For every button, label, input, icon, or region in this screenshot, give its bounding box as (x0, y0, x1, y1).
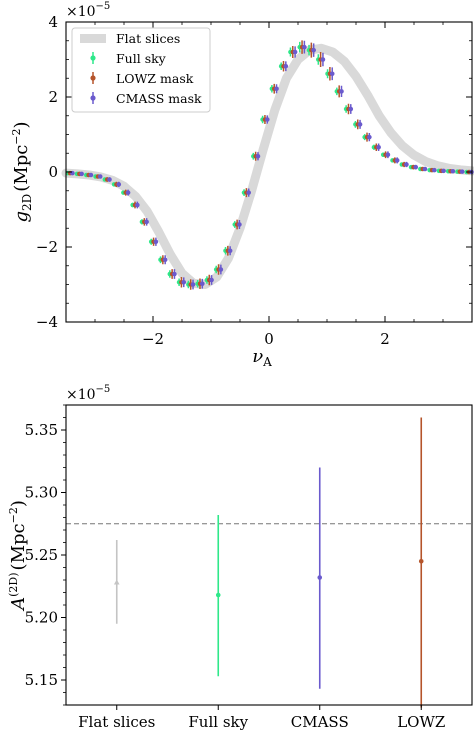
bottom-x-tick-label: LOWZ (397, 713, 445, 731)
legend-marker-lowz (90, 75, 96, 81)
cmass-mask-point (441, 168, 446, 174)
cmass-mask-point (107, 177, 112, 182)
cmass-mask-point (218, 267, 224, 272)
bottom-panel: Flat slices Full sky CMASS LOWZ 5.15 5.20 5.25… (7, 384, 473, 731)
bottom-y-tick-label: 5.30 (25, 484, 58, 502)
point-flat-slices (113, 540, 120, 624)
cmass-marker (317, 575, 323, 580)
bottom-plot-area (66, 405, 472, 705)
top-multiplier: ×10−5 (66, 1, 110, 20)
cmass-mask-point (339, 89, 344, 94)
flat-slices-band (61, 43, 474, 289)
legend-marker-full-sky (90, 55, 96, 61)
point-full-sky (215, 515, 221, 677)
top-y-tick-label: 0 (48, 163, 58, 181)
cmass-mask-point (329, 71, 335, 77)
series-cmass-mask (70, 40, 474, 290)
cmass-mask-point (311, 47, 316, 53)
cmass-mask-point (255, 153, 261, 159)
top-y-tick-label: −4 (36, 313, 58, 331)
cmass-mask-point (79, 171, 84, 177)
top-y-tick-label: 4 (48, 13, 58, 31)
bottom-x-tick-label: Full sky (188, 713, 248, 731)
bottom-y-tick-label: 5.15 (25, 671, 58, 689)
cmass-mask-point (302, 44, 307, 50)
top-axis-ticks: −2 0 2 −4 −2 0 2 4 (36, 13, 473, 348)
bottom-x-tick-label: CMASS (291, 713, 349, 731)
cmass-mask-point (283, 63, 289, 69)
bottom-points-layer (113, 417, 424, 708)
bottom-axis-ticks: Flat slices Full sky CMASS LOWZ 5.15 5.20 5.25… (25, 404, 445, 731)
cmass-mask-point (422, 166, 428, 172)
cmass-mask-point (385, 152, 391, 158)
bottom-multiplier: ×10−5 (66, 384, 110, 403)
cmass-mask-point (274, 86, 279, 92)
legend-swatch-flat-slices (80, 34, 106, 43)
cmass-mask-point (162, 257, 168, 263)
cmass-mask-point (404, 162, 409, 167)
cmass-mask-point (153, 239, 159, 245)
cmass-mask-point (144, 219, 149, 225)
cmass-mask-point (320, 57, 326, 62)
cmass-mask-point (367, 134, 372, 140)
legend-frame (71, 27, 211, 113)
cmass-mask-point (181, 279, 187, 285)
legend-label-cmass: CMASS mask (116, 91, 202, 106)
cmass-mask-point (432, 167, 437, 173)
bottom-y-tick-label: 5.20 (25, 609, 58, 627)
legend-label-lowz: LOWZ mask (116, 71, 194, 86)
legend-marker-cmass (90, 95, 96, 101)
top-x-tick-label: 0 (264, 330, 274, 348)
cmass-mask-point (172, 271, 177, 277)
cmass-mask-point (97, 174, 103, 179)
flat-slices-band-path (61, 43, 474, 289)
bottom-y-axis-label: A(2D)(Mpc−2) (7, 500, 29, 612)
cmass-mask-point (135, 202, 140, 208)
cmass-mask-point (394, 158, 400, 163)
lowz-marker (418, 558, 424, 564)
top-x-tick-label: 2 (380, 330, 390, 348)
top-x-tick-label: −2 (142, 330, 164, 348)
bottom-y-tick-label: 5.25 (25, 546, 58, 564)
cmass-mask-point (264, 117, 270, 122)
cmass-mask-point (292, 49, 298, 55)
cmass-mask-point (450, 168, 456, 174)
legend-label-full-sky: Full sky (116, 51, 167, 66)
cmass-mask-point (459, 169, 465, 174)
top-legend: Flat slices Full sky LOWZ mask CMASS mas… (71, 27, 211, 113)
cmass-mask-point (348, 106, 354, 112)
cmass-mask-point (116, 182, 122, 187)
point-lowz (418, 417, 424, 708)
cmass-mask-point (246, 190, 251, 195)
top-x-axis-label: νA (252, 346, 272, 369)
cmass-mask-point (88, 172, 94, 178)
top-y-tick-label: −2 (36, 238, 58, 256)
flat-slices-marker (113, 579, 120, 585)
cmass-mask-point (357, 122, 363, 127)
cmass-mask-point (237, 222, 242, 227)
top-y-axis-label: g2D(Mpc−2) (10, 121, 34, 222)
top-y-tick-label: 2 (48, 88, 58, 106)
cmass-mask-point (413, 164, 419, 170)
bottom-x-tick-label: Flat slices (78, 713, 155, 731)
legend-label-flat-slices: Flat slices (116, 31, 180, 46)
cmass-mask-point (376, 144, 381, 150)
top-panel: −2 0 2 −4 −2 0 2 4 ×10−5 g2D(Mpc−2) νA Flat sli… (10, 1, 474, 369)
cmass-mask-point (190, 282, 196, 287)
cmass-mask-point (227, 248, 233, 254)
cmass-mask-point (200, 281, 205, 287)
full-sky-marker (215, 592, 221, 598)
cmass-mask-point (125, 190, 131, 195)
bottom-y-tick-label: 5.35 (25, 421, 58, 439)
cmass-mask-point (209, 277, 214, 283)
point-cmass (317, 467, 323, 689)
